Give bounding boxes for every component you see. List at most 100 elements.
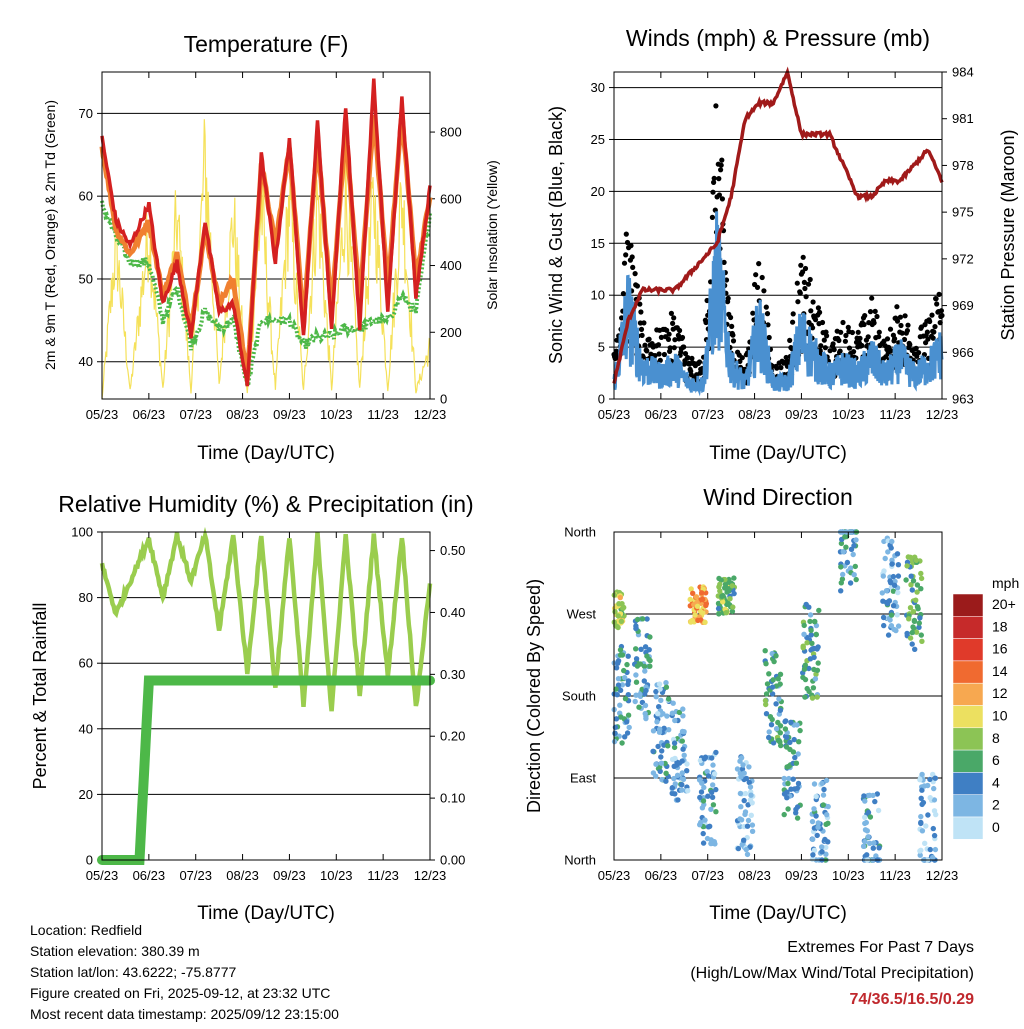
- gust-point: [756, 261, 762, 267]
- direction-point: [672, 791, 678, 797]
- direction-point: [621, 667, 627, 674]
- direction-point: [920, 799, 927, 806]
- direction-point: [666, 727, 672, 733]
- direction-point: [861, 793, 867, 799]
- direction-point: [633, 679, 640, 685]
- direction-point: [689, 617, 695, 624]
- direction-point: [634, 663, 641, 669]
- humidity-y2tick-label: 0.30: [440, 667, 465, 682]
- direction-point: [719, 593, 725, 599]
- direction-point: [863, 819, 869, 826]
- direction-point: [713, 809, 719, 815]
- legend-swatch: [952, 772, 984, 795]
- direction-point: [625, 678, 632, 684]
- gust-point: [836, 337, 842, 344]
- gust-point: [703, 319, 709, 326]
- direction-point: [853, 537, 859, 543]
- direction-point: [729, 583, 735, 589]
- gust-point: [668, 310, 675, 316]
- gust-point: [798, 262, 804, 268]
- direction-point: [931, 785, 937, 792]
- direction-point: [875, 807, 882, 814]
- direction-point: [743, 846, 749, 853]
- direction-point: [815, 820, 821, 826]
- direction-point: [615, 613, 621, 619]
- direction-xtick-label: 07/23: [691, 868, 724, 883]
- temperature-ytick-label: 60: [79, 189, 93, 204]
- gust-point: [790, 319, 796, 325]
- direction-point: [795, 780, 802, 787]
- direction-point: [665, 743, 671, 749]
- direction-point: [788, 719, 794, 725]
- direction-point: [692, 612, 698, 618]
- direction-point: [783, 718, 789, 724]
- direction-point: [633, 625, 639, 632]
- direction-point: [664, 713, 670, 719]
- temp-2m-line: [100, 78, 432, 387]
- direction-point: [693, 594, 700, 600]
- direction-point: [823, 844, 829, 851]
- direction-point: [625, 692, 631, 698]
- direction-point: [775, 719, 781, 726]
- direction-point: [633, 672, 639, 678]
- direction-point: [770, 677, 776, 683]
- direction-point: [894, 551, 901, 557]
- direction-point: [722, 581, 729, 587]
- direction-point: [930, 771, 936, 778]
- legend-label: 12: [992, 685, 1008, 701]
- direction-point: [844, 559, 851, 566]
- direction-point: [794, 815, 801, 821]
- direction-point: [613, 716, 620, 722]
- direction-point: [881, 538, 887, 545]
- direction-point: [701, 784, 707, 791]
- direction-point: [624, 661, 630, 668]
- winds-ytick-label: 25: [591, 132, 605, 147]
- winds-xtick-label: 07/23: [691, 407, 724, 422]
- direction-point: [890, 573, 897, 580]
- humidity-xtick-label: 12/23: [414, 868, 447, 883]
- winds-y2tick-label: 984: [952, 65, 974, 80]
- direction-point: [687, 596, 693, 603]
- direction-xtick-label: 09/23: [785, 868, 818, 883]
- direction-point: [713, 786, 719, 793]
- direction-point: [619, 740, 625, 746]
- winds-xtick-label: 09/23: [785, 407, 818, 422]
- direction-point: [918, 820, 924, 827]
- temperature-xtick-label: 06/23: [133, 407, 166, 422]
- gust-point: [822, 345, 829, 351]
- direction-point: [647, 634, 653, 640]
- gust-point: [916, 350, 922, 356]
- direction-point: [717, 581, 723, 587]
- temperature-y2tick-label: 400: [440, 258, 462, 273]
- gust-point: [932, 324, 938, 330]
- gust-point: [843, 332, 849, 339]
- winds-xtick-label: 05/23: [598, 407, 631, 422]
- direction-point: [918, 586, 924, 592]
- humidity-xtick-label: 07/23: [179, 868, 212, 883]
- direction-point: [784, 764, 790, 770]
- winds-plot: 0 5 10 15 20 25 30 963 966 969 972 975 978 981 984 05/2…: [591, 65, 974, 423]
- gust-point: [898, 322, 904, 329]
- humidity-title: Relative Humidity (%) & Precipitation (i…: [58, 491, 473, 517]
- gust-point: [905, 322, 911, 328]
- direction-point: [642, 644, 649, 650]
- direction-point: [741, 837, 747, 843]
- temperature-y2tick-label: 200: [440, 325, 462, 340]
- temperature-ytick-label: 70: [79, 106, 93, 121]
- direction-point: [749, 822, 756, 828]
- direction-ytick-label: South: [562, 689, 596, 704]
- direction-point: [918, 632, 924, 638]
- gust-point: [716, 192, 723, 198]
- direction-point: [838, 588, 844, 594]
- direction-point: [704, 768, 710, 775]
- gust-point: [907, 342, 913, 348]
- direction-point: [925, 812, 931, 818]
- direction-point: [807, 618, 813, 625]
- direction-point: [617, 652, 624, 658]
- direction-point: [663, 680, 669, 686]
- gust-point: [681, 344, 687, 350]
- direction-point: [907, 554, 914, 560]
- gust-point: [696, 359, 703, 365]
- temperature-ylabel: 2m & 9m T (Red, Orange) & 2m Td (Green): [42, 100, 58, 370]
- direction-point: [815, 660, 821, 666]
